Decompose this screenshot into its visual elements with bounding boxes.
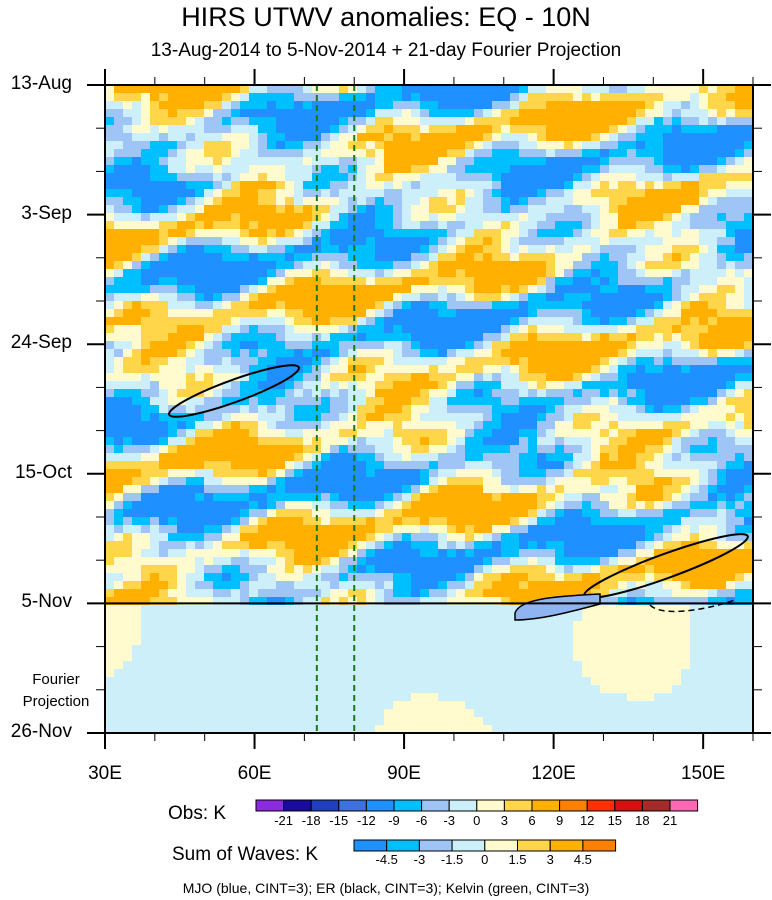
- y-tick-label: 5-Nov: [21, 591, 72, 613]
- obs-colorbar-label: -9: [388, 813, 400, 828]
- obs-colorbar-swatch: [310, 799, 340, 812]
- y-tick-label: 26-Nov: [10, 721, 72, 742]
- obs-colorbar-swatch: [255, 799, 285, 812]
- er-dashed-contour: [649, 599, 736, 613]
- waves-colorbar-swatch: [353, 839, 388, 852]
- waves-colorbar-title: Sum of Waves: K: [172, 844, 319, 865]
- obs-colorbar-label: 18: [635, 813, 650, 828]
- obs-colorbar-label: 12: [579, 813, 595, 828]
- waves-colorbar-label: 4.5: [573, 852, 592, 867]
- obs-colorbar-swatch: [531, 799, 561, 812]
- waves-colorbar-label: 0: [481, 852, 489, 867]
- x-tick-label: 150E: [680, 763, 726, 784]
- x-tick-label: 30E: [88, 763, 122, 784]
- obs-colorbar-label: -18: [301, 813, 321, 828]
- x-tick-label: 120E: [531, 763, 576, 784]
- waves-colorbar-label: 1.5: [508, 852, 527, 867]
- x-tick-label: 90E: [387, 763, 421, 784]
- obs-colorbar-swatch: [641, 799, 671, 812]
- obs-colorbar-label: -3: [443, 813, 455, 828]
- waves-colorbar-label: -3: [413, 852, 426, 867]
- chart-subtitle: 13-Aug-2014 to 5-Nov-2014 + 21-day Fouri…: [150, 40, 622, 61]
- waves-colorbar-label: 3: [546, 852, 554, 867]
- obs-colorbar-label: 15: [607, 813, 623, 828]
- chart-title: HIRS UTWV anomalies: EQ - 10N: [181, 2, 591, 32]
- obs-colorbar-swatch: [559, 799, 588, 812]
- obs-colorbar-label: -12: [356, 813, 376, 828]
- obs-colorbar-label: -15: [329, 813, 349, 828]
- waves-colorbar-label: -4.5: [375, 852, 398, 867]
- waves-colorbar-swatch: [582, 839, 617, 852]
- x-tick-label: 60E: [237, 763, 272, 784]
- projection-label-line1: Fourier: [32, 671, 80, 688]
- obs-colorbar-swatch: [669, 799, 699, 812]
- obs-colorbar-label: 0: [473, 813, 481, 828]
- obs-colorbar-label: -6: [415, 813, 428, 828]
- obs-colorbar-swatch: [365, 799, 395, 812]
- obs-colorbar-swatch: [503, 799, 533, 812]
- wave-contour-legend: MJO (blue, CINT=3); ER (black, CINT=3); …: [182, 880, 590, 896]
- obs-colorbar-swatch: [586, 799, 616, 812]
- waves-colorbar-swatch: [386, 839, 420, 852]
- waves-colorbar-swatch: [549, 839, 584, 852]
- er-contour-1: [168, 364, 300, 418]
- plot-frame: [104, 84, 754, 734]
- obs-colorbar-swatch: [421, 799, 450, 812]
- fourier-projection-label: Fourier Projection: [14, 671, 98, 710]
- y-tick-label: 13-Aug: [10, 73, 72, 94]
- obs-colorbar-swatch: [448, 799, 478, 812]
- obs-colorbar-title: Obs: K: [168, 803, 227, 824]
- obs-colorbar-label: 21: [662, 813, 678, 828]
- obs-colorbar-swatch: [614, 799, 643, 812]
- waves-colorbar-swatch: [418, 839, 453, 852]
- obs-colorbar-label: -21: [274, 813, 293, 828]
- anomaly-field: [105, 85, 753, 733]
- obs-colorbar-label: 6: [528, 813, 536, 828]
- obs-colorbar-swatch: [338, 799, 367, 812]
- waves-colorbar-swatch: [517, 839, 551, 852]
- obs-colorbar-swatch: [283, 799, 312, 812]
- obs-colorbar-swatch: [393, 799, 423, 812]
- obs-colorbar-label: 3: [500, 813, 508, 828]
- obs-colorbar-label: 9: [555, 813, 564, 828]
- obs-colorbar-swatch: [476, 799, 505, 812]
- waves-colorbar-label: -1.5: [440, 852, 464, 867]
- projection-label-line2: Projection: [22, 693, 90, 710]
- waves-colorbar-swatch: [451, 839, 486, 852]
- y-tick-label: 15-Oct: [14, 461, 72, 483]
- y-tick-label: 3-Sep: [21, 202, 72, 224]
- waves-colorbar-swatch: [484, 839, 518, 852]
- y-tick-label: 24-Sep: [10, 332, 72, 354]
